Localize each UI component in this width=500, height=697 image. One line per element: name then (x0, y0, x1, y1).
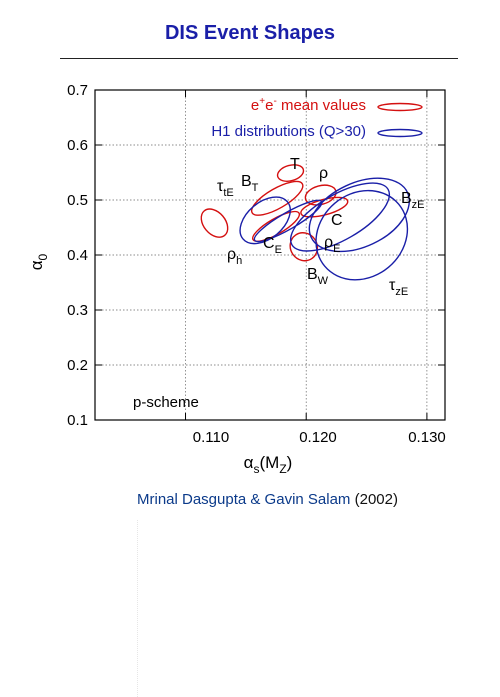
legend-swatch-h1 (377, 128, 423, 138)
point-label-tautE: τtE (217, 178, 234, 199)
axis-ticks (95, 89, 445, 421)
x-tick-label: 0.110 (193, 429, 229, 446)
point-label-bw: BW (307, 266, 329, 287)
ee-ellipse (289, 232, 319, 262)
credit-authors: Mrinal Dasgupta & Gavin Salam (137, 491, 351, 508)
credit-line: Mrinal Dasgupta & Gavin Salam (2002) (137, 491, 398, 508)
h1-ellipse (239, 196, 291, 245)
ee-ellipse (252, 210, 301, 242)
point-label-bze: BzE (401, 190, 425, 211)
scheme-annotation: p-scheme (133, 394, 199, 411)
y-tick-label: 0.1 (67, 412, 88, 429)
point-label-rhoh: ρh (227, 246, 242, 267)
y-tick-label: 0.2 (67, 357, 88, 374)
x-tick-label: 0.120 (299, 429, 337, 446)
y-tick-label: 0.7 (67, 82, 88, 99)
h1-ellipse (308, 177, 410, 253)
h1-ellipse (289, 182, 391, 252)
legend-label-h1: H1 distributions (Q>30) (211, 123, 366, 140)
ellipse-layer (200, 164, 410, 281)
point-label-bt: BT (241, 173, 259, 194)
grid (95, 90, 445, 420)
page-title: DIS Event Shapes (164, 22, 336, 44)
legend: e+e- mean values H1 distributions (Q>30) (211, 96, 423, 140)
faint-guide-line (137, 520, 138, 697)
y-tick-label: 0.3 (67, 302, 88, 319)
legend-label-ee: e+e- mean values (251, 96, 366, 114)
point-label-rho: ρ (319, 165, 328, 182)
point-label-t: T (290, 156, 300, 173)
ee-ellipse (200, 208, 229, 238)
credit-year: (2002) (354, 491, 398, 508)
point-label-rhoe: ρE (324, 234, 340, 255)
ee-ellipse (276, 164, 305, 182)
point-label-tauze: τzE (389, 277, 408, 298)
title-divider (60, 58, 458, 59)
ee-ellipse (300, 196, 349, 218)
y-tick-label: 0.5 (67, 192, 88, 209)
point-label-ce: CE (263, 235, 282, 256)
h1-ellipse (315, 189, 409, 281)
ee-ellipse (250, 180, 304, 216)
point-label-c: C (331, 212, 343, 229)
y-tick-label: 0.6 (67, 137, 88, 154)
y-axis-label: α0 (27, 253, 50, 270)
y-tick-label: 0.4 (67, 247, 88, 264)
x-axis-label: αs(MZ) (244, 453, 293, 476)
x-tick-label: 0.130 (408, 429, 446, 446)
legend-swatch-ee (377, 102, 423, 112)
